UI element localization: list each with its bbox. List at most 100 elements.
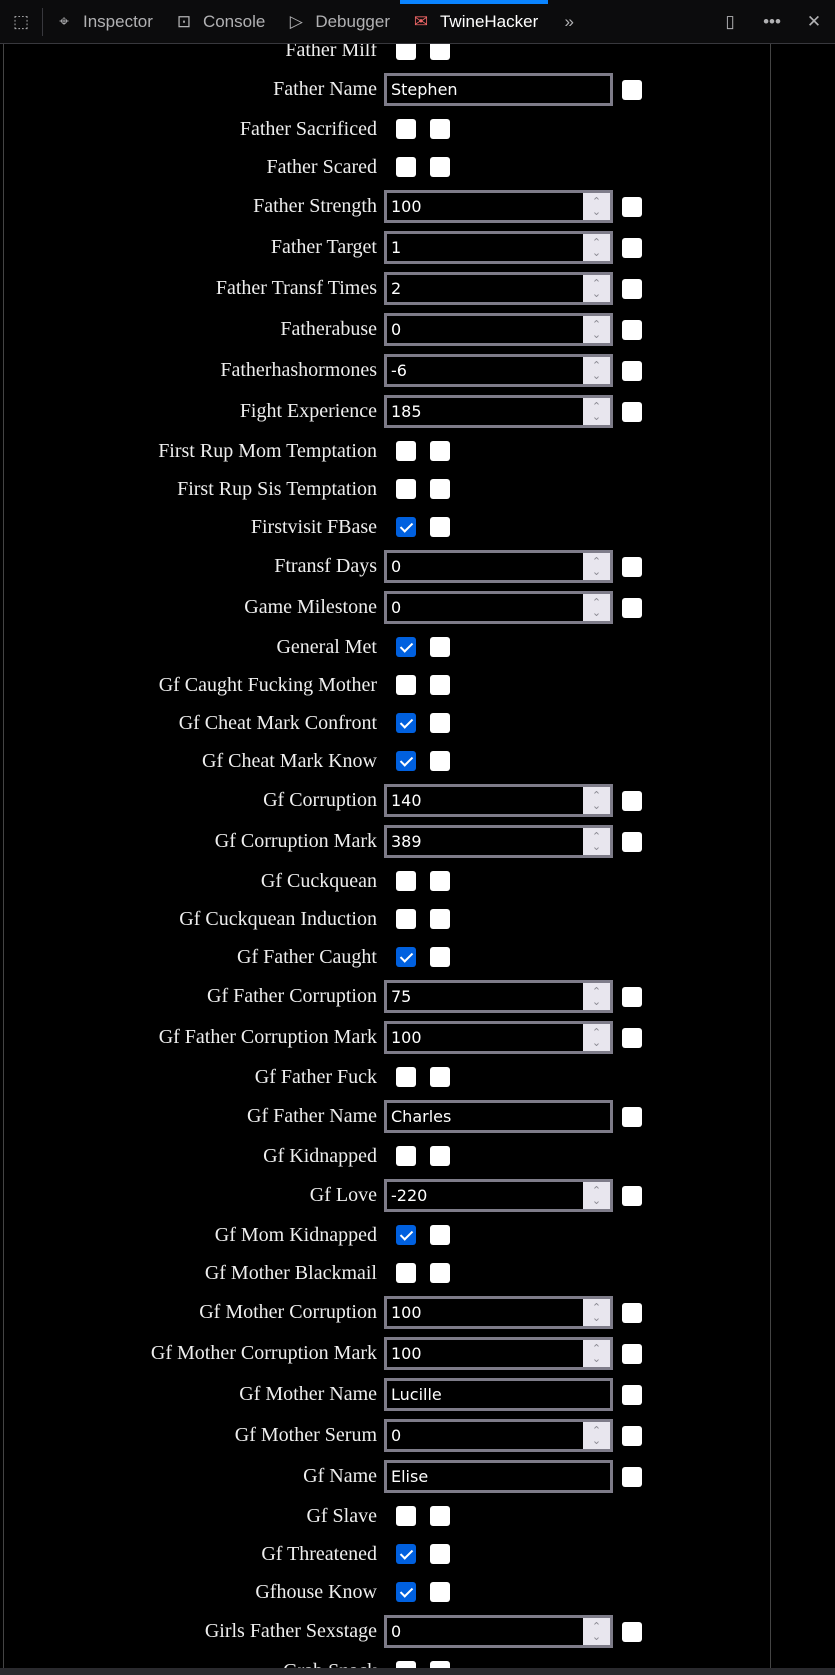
value-input[interactable]: 100 ⌃ ⌄ bbox=[384, 1337, 613, 1370]
menu-button[interactable]: ••• bbox=[751, 0, 793, 44]
value-input[interactable]: 100 ⌃ ⌄ bbox=[384, 1021, 613, 1054]
value-input[interactable]: -6 ⌃ ⌄ bbox=[384, 354, 613, 387]
value-checkbox[interactable] bbox=[396, 1146, 416, 1166]
lock-checkbox[interactable] bbox=[622, 319, 642, 340]
lock-checkbox[interactable] bbox=[622, 237, 642, 258]
lock-checkbox[interactable] bbox=[430, 1067, 450, 1087]
value-checkbox[interactable] bbox=[396, 1544, 416, 1564]
spinner-icon[interactable]: ⌃ ⌄ bbox=[583, 1422, 610, 1449]
value-checkbox[interactable] bbox=[396, 44, 416, 60]
value-input[interactable]: 0 ⌃ ⌄ bbox=[384, 1615, 613, 1648]
lock-checkbox[interactable] bbox=[622, 1343, 642, 1364]
spinner-icon[interactable]: ⌃ ⌄ bbox=[583, 275, 610, 302]
value-checkbox[interactable] bbox=[396, 479, 416, 499]
value-checkbox[interactable] bbox=[396, 751, 416, 771]
lock-checkbox[interactable] bbox=[622, 401, 642, 422]
tab-twinehacker[interactable]: ✉ TwineHacker bbox=[399, 0, 549, 44]
value-input[interactable]: 100 ⌃ ⌄ bbox=[384, 190, 613, 223]
value-input[interactable]: 2 ⌃ ⌄ bbox=[384, 272, 613, 305]
tab-inspector[interactable]: ⌖ Inspector bbox=[43, 0, 163, 44]
spinner-icon[interactable]: ⌃ ⌄ bbox=[583, 316, 610, 343]
lock-checkbox[interactable] bbox=[430, 1544, 450, 1564]
lock-checkbox[interactable] bbox=[430, 517, 450, 537]
lock-checkbox[interactable] bbox=[622, 1384, 642, 1405]
spinner-icon[interactable]: ⌃ ⌄ bbox=[583, 1618, 610, 1645]
lock-checkbox[interactable] bbox=[430, 871, 450, 891]
element-picker-button[interactable]: ⬚ bbox=[0, 0, 42, 44]
value-checkbox[interactable] bbox=[396, 1582, 416, 1602]
lock-checkbox[interactable] bbox=[430, 44, 450, 60]
value-input[interactable]: Charles bbox=[384, 1100, 613, 1133]
lock-checkbox[interactable] bbox=[430, 1661, 450, 1668]
lock-checkbox[interactable] bbox=[430, 1263, 450, 1283]
value-input[interactable]: 0 ⌃ ⌄ bbox=[384, 550, 613, 583]
value-checkbox[interactable] bbox=[396, 1263, 416, 1283]
value-checkbox[interactable] bbox=[396, 441, 416, 461]
spinner-icon[interactable]: ⌃ ⌄ bbox=[583, 357, 610, 384]
lock-checkbox[interactable] bbox=[622, 1106, 642, 1127]
lock-checkbox[interactable] bbox=[430, 909, 450, 929]
close-button[interactable]: ✕ bbox=[793, 0, 835, 44]
lock-checkbox[interactable] bbox=[430, 1146, 450, 1166]
value-checkbox[interactable] bbox=[396, 675, 416, 695]
lock-checkbox[interactable] bbox=[430, 675, 450, 695]
lock-checkbox[interactable] bbox=[430, 947, 450, 967]
value-checkbox[interactable] bbox=[396, 1506, 416, 1526]
value-checkbox[interactable] bbox=[396, 1661, 416, 1668]
spinner-icon[interactable]: ⌃ ⌄ bbox=[583, 553, 610, 580]
spinner-icon[interactable]: ⌃ ⌄ bbox=[583, 234, 610, 261]
lock-checkbox[interactable] bbox=[430, 479, 450, 499]
spinner-icon[interactable]: ⌃ ⌄ bbox=[583, 398, 610, 425]
spinner-icon[interactable]: ⌃ ⌄ bbox=[583, 1182, 610, 1209]
lock-checkbox[interactable] bbox=[622, 278, 642, 299]
lock-checkbox[interactable] bbox=[622, 1302, 642, 1323]
spinner-icon[interactable]: ⌃ ⌄ bbox=[583, 787, 610, 814]
value-checkbox[interactable] bbox=[396, 947, 416, 967]
value-input[interactable]: -220 ⌃ ⌄ bbox=[384, 1179, 613, 1212]
tab-debugger[interactable]: ▷ Debugger bbox=[275, 0, 400, 44]
value-input[interactable]: 185 ⌃ ⌄ bbox=[384, 395, 613, 428]
responsive-mode-button[interactable]: ▯ bbox=[709, 0, 751, 44]
more-tabs-button[interactable]: » bbox=[548, 0, 590, 44]
value-input[interactable]: 75 ⌃ ⌄ bbox=[384, 980, 613, 1013]
lock-checkbox[interactable] bbox=[622, 790, 642, 811]
lock-checkbox[interactable] bbox=[622, 1425, 642, 1446]
value-input[interactable]: 0 ⌃ ⌄ bbox=[384, 1419, 613, 1452]
lock-checkbox[interactable] bbox=[622, 79, 642, 100]
lock-checkbox[interactable] bbox=[430, 713, 450, 733]
lock-checkbox[interactable] bbox=[430, 119, 450, 139]
lock-checkbox[interactable] bbox=[622, 1185, 642, 1206]
value-checkbox[interactable] bbox=[396, 713, 416, 733]
value-input[interactable]: 1 ⌃ ⌄ bbox=[384, 231, 613, 264]
value-input[interactable]: 100 ⌃ ⌄ bbox=[384, 1296, 613, 1329]
spinner-icon[interactable]: ⌃ ⌄ bbox=[583, 594, 610, 621]
lock-checkbox[interactable] bbox=[622, 556, 642, 577]
value-input[interactable]: 140 ⌃ ⌄ bbox=[384, 784, 613, 817]
lock-checkbox[interactable] bbox=[430, 751, 450, 771]
value-input[interactable]: Lucille bbox=[384, 1378, 613, 1411]
spinner-icon[interactable]: ⌃ ⌄ bbox=[583, 828, 610, 855]
spinner-icon[interactable]: ⌃ ⌄ bbox=[583, 1340, 610, 1367]
value-checkbox[interactable] bbox=[396, 157, 416, 177]
value-checkbox[interactable] bbox=[396, 1225, 416, 1245]
value-checkbox[interactable] bbox=[396, 871, 416, 891]
value-checkbox[interactable] bbox=[396, 119, 416, 139]
spinner-icon[interactable]: ⌃ ⌄ bbox=[583, 1299, 610, 1326]
value-input[interactable]: 389 ⌃ ⌄ bbox=[384, 825, 613, 858]
lock-checkbox[interactable] bbox=[430, 441, 450, 461]
value-checkbox[interactable] bbox=[396, 517, 416, 537]
value-checkbox[interactable] bbox=[396, 1067, 416, 1087]
horizontal-scrollbar[interactable] bbox=[0, 1668, 835, 1675]
value-checkbox[interactable] bbox=[396, 909, 416, 929]
lock-checkbox[interactable] bbox=[622, 196, 642, 217]
lock-checkbox[interactable] bbox=[622, 986, 642, 1007]
lock-checkbox[interactable] bbox=[622, 597, 642, 618]
lock-checkbox[interactable] bbox=[430, 157, 450, 177]
lock-checkbox[interactable] bbox=[430, 637, 450, 657]
spinner-icon[interactable]: ⌃ ⌄ bbox=[583, 983, 610, 1010]
value-input[interactable]: 0 ⌃ ⌄ bbox=[384, 313, 613, 346]
value-input[interactable]: 0 ⌃ ⌄ bbox=[384, 591, 613, 624]
value-input[interactable]: Stephen bbox=[384, 73, 613, 106]
value-input[interactable]: Elise bbox=[384, 1460, 613, 1493]
tab-console[interactable]: ⊡ Console bbox=[163, 0, 275, 44]
